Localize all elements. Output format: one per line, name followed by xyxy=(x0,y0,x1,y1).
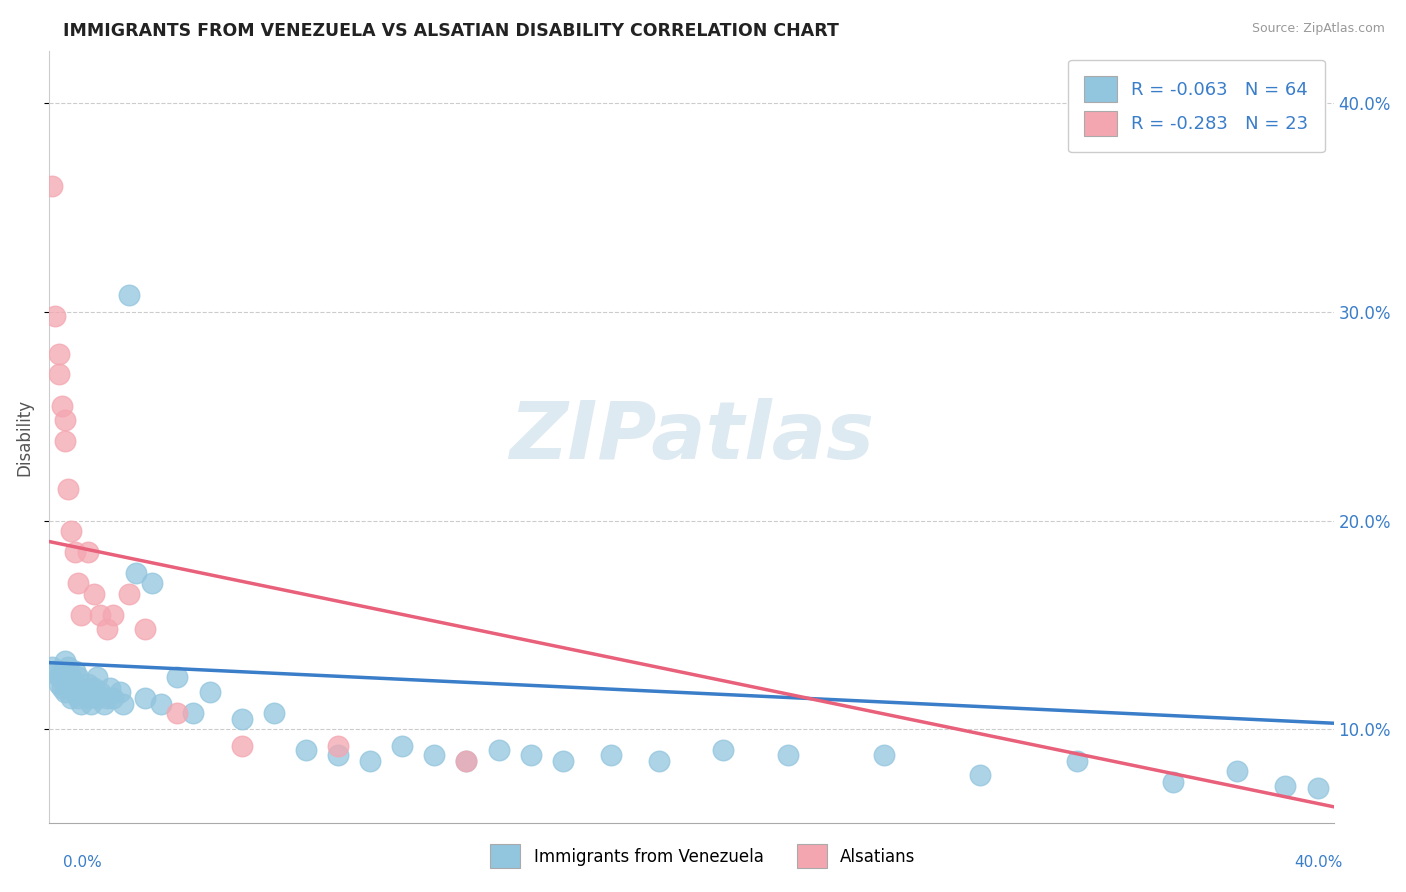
Point xyxy=(551,754,574,768)
Point xyxy=(648,754,671,768)
Point xyxy=(48,670,70,684)
Point xyxy=(63,664,86,678)
Point xyxy=(44,664,66,678)
Point xyxy=(108,685,131,699)
Point xyxy=(326,739,349,754)
Point xyxy=(166,706,188,720)
Point xyxy=(58,660,80,674)
Text: 40.0%: 40.0% xyxy=(1295,855,1343,870)
Point xyxy=(66,670,89,684)
Point xyxy=(70,698,93,712)
Point xyxy=(51,399,73,413)
Point xyxy=(66,691,89,706)
Point xyxy=(51,666,73,681)
Point xyxy=(89,685,111,699)
Point xyxy=(53,413,76,427)
Point xyxy=(326,747,349,762)
Point xyxy=(600,747,623,762)
Point xyxy=(103,607,125,622)
Point xyxy=(51,681,73,695)
Point xyxy=(1066,754,1088,768)
Point xyxy=(96,622,118,636)
Point xyxy=(198,685,221,699)
Point xyxy=(118,288,141,302)
Point xyxy=(125,566,148,580)
Point xyxy=(519,747,541,762)
Point xyxy=(423,747,446,762)
Point xyxy=(58,676,80,690)
Point xyxy=(391,739,413,754)
Point xyxy=(969,768,991,782)
Point xyxy=(1161,774,1184,789)
Point xyxy=(60,670,83,684)
Point xyxy=(456,754,478,768)
Y-axis label: Disability: Disability xyxy=(15,399,32,475)
Point xyxy=(93,698,115,712)
Point xyxy=(48,368,70,382)
Point xyxy=(118,587,141,601)
Point xyxy=(70,681,93,695)
Point xyxy=(295,743,318,757)
Text: IMMIGRANTS FROM VENEZUELA VS ALSATIAN DISABILITY CORRELATION CHART: IMMIGRANTS FROM VENEZUELA VS ALSATIAN DI… xyxy=(63,22,839,40)
Point xyxy=(873,747,896,762)
Point xyxy=(141,576,163,591)
Point xyxy=(456,754,478,768)
Point xyxy=(183,706,205,720)
Point xyxy=(41,660,63,674)
Point xyxy=(713,743,735,757)
Point xyxy=(76,676,98,690)
Point xyxy=(263,706,285,720)
Point xyxy=(44,309,66,323)
Point xyxy=(111,698,134,712)
Point xyxy=(80,698,103,712)
Point xyxy=(488,743,510,757)
Point xyxy=(60,691,83,706)
Point xyxy=(53,685,76,699)
Point xyxy=(83,681,105,695)
Point xyxy=(48,676,70,690)
Point xyxy=(83,587,105,601)
Point xyxy=(48,346,70,360)
Point xyxy=(53,654,76,668)
Point xyxy=(1274,779,1296,793)
Point xyxy=(63,545,86,559)
Point xyxy=(1306,780,1329,795)
Legend: Immigrants from Venezuela, Alsatians: Immigrants from Venezuela, Alsatians xyxy=(484,838,922,875)
Point xyxy=(134,622,156,636)
Legend: R = -0.063   N = 64, R = -0.283   N = 23: R = -0.063 N = 64, R = -0.283 N = 23 xyxy=(1069,60,1324,153)
Point xyxy=(41,179,63,194)
Point xyxy=(150,698,173,712)
Point xyxy=(231,712,253,726)
Point xyxy=(66,576,89,591)
Point xyxy=(103,691,125,706)
Point xyxy=(166,670,188,684)
Point xyxy=(76,691,98,706)
Point xyxy=(776,747,799,762)
Point xyxy=(86,670,108,684)
Point xyxy=(96,691,118,706)
Text: Source: ZipAtlas.com: Source: ZipAtlas.com xyxy=(1251,22,1385,36)
Point xyxy=(60,681,83,695)
Point xyxy=(231,739,253,754)
Point xyxy=(98,681,121,695)
Point xyxy=(1226,764,1249,779)
Point xyxy=(134,691,156,706)
Point xyxy=(80,685,103,699)
Point xyxy=(86,691,108,706)
Point xyxy=(58,483,80,497)
Text: ZIPatlas: ZIPatlas xyxy=(509,398,873,476)
Text: 0.0%: 0.0% xyxy=(63,855,103,870)
Point xyxy=(63,685,86,699)
Point xyxy=(70,607,93,622)
Point xyxy=(89,607,111,622)
Point xyxy=(73,685,96,699)
Point xyxy=(53,434,76,449)
Point xyxy=(76,545,98,559)
Point xyxy=(359,754,381,768)
Point xyxy=(60,524,83,538)
